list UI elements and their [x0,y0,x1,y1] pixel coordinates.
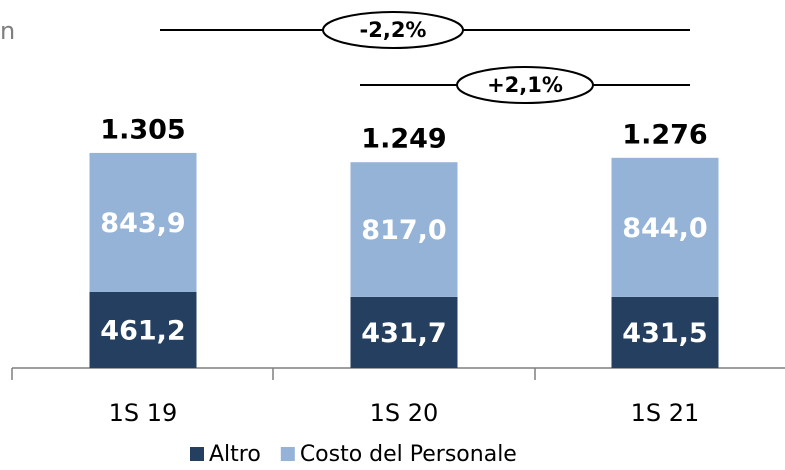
value-label: 844,0 [622,213,707,244]
x-tick-label: 1S 20 [370,399,439,427]
annotation-ellipse [456,66,594,104]
legend-label: Altro [209,442,261,467]
legend-swatch [190,447,204,461]
legend-swatch [280,447,295,461]
x-tick-label: 1S 19 [109,399,178,427]
annotation-ellipse [322,11,464,49]
value-label: 843,9 [100,208,185,239]
bar-segment [611,157,719,297]
total-label: 1.305 [100,114,185,145]
value-label: 461,2 [100,315,185,346]
value-label: 817,0 [361,215,446,246]
bar-segment [350,296,458,368]
bar-segment [89,291,197,368]
legend-label: Costo del Personale [300,442,517,467]
annotation: +2,1% [487,73,563,97]
bar-segment [89,152,197,292]
annotation: -2,2% [360,18,427,42]
value-label: 431,5 [622,318,707,349]
bar-segment [611,296,719,368]
value-label: 431,7 [361,318,446,349]
total-label: 1.276 [622,119,707,150]
bar-segment [350,162,458,297]
chart-title: n [0,17,15,45]
total-label: 1.249 [361,124,446,155]
x-tick-label: 1S 21 [631,399,700,427]
